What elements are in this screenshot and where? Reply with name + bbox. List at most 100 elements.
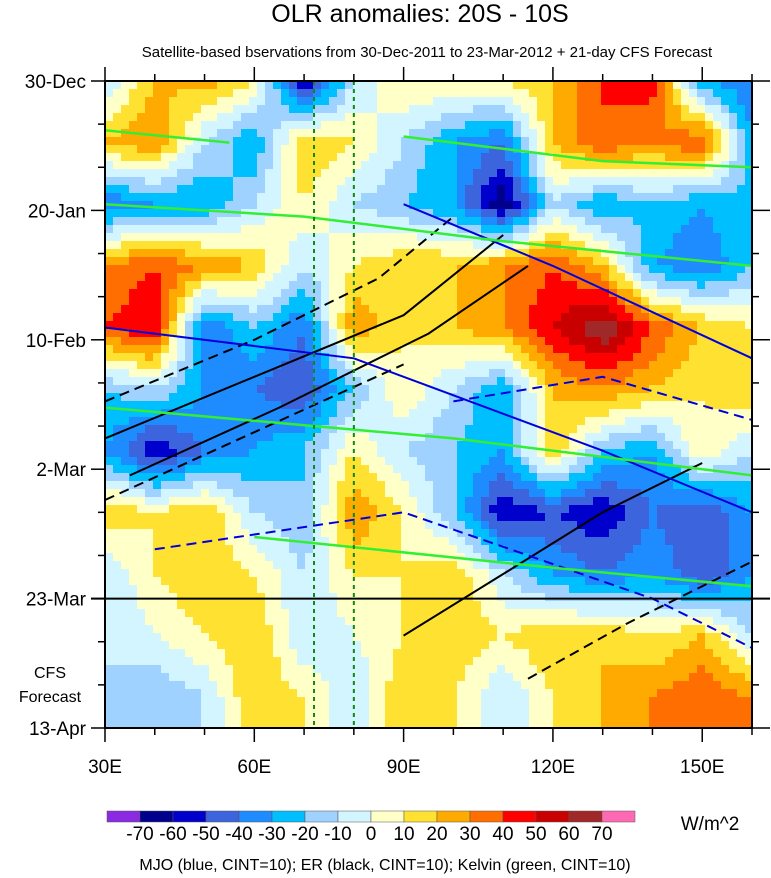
heatmap-cell <box>481 337 490 346</box>
heatmap-cell <box>329 489 338 498</box>
heatmap-cell <box>593 225 602 234</box>
heatmap-cell <box>665 305 674 314</box>
heatmap-cell <box>513 137 522 146</box>
heatmap-cell <box>585 457 594 466</box>
heatmap-cell <box>593 209 602 218</box>
heatmap-cell <box>321 449 330 458</box>
heatmap-cell <box>425 369 434 378</box>
heatmap-cell <box>289 361 298 370</box>
heatmap-cell <box>329 81 338 90</box>
heatmap-cell <box>233 393 242 402</box>
heatmap-cell <box>161 329 170 338</box>
heatmap-cell <box>281 289 290 298</box>
heatmap-cell <box>697 353 706 362</box>
heatmap-cell <box>497 289 506 298</box>
heatmap-cell <box>209 409 218 418</box>
heatmap-cell <box>353 433 362 442</box>
heatmap-cell <box>177 345 186 354</box>
heatmap-cell <box>665 121 674 130</box>
heatmap-cell <box>529 281 538 290</box>
heatmap-cell <box>633 169 642 178</box>
heatmap-cell <box>377 249 386 258</box>
heatmap-cell <box>257 193 266 202</box>
heatmap-cell <box>585 505 594 514</box>
heatmap-cell <box>489 369 498 378</box>
heatmap-cell <box>705 473 714 482</box>
heatmap-cell <box>465 473 474 482</box>
heatmap-cell <box>553 361 562 370</box>
heatmap-cell <box>361 97 370 106</box>
heatmap-cell <box>297 137 306 146</box>
heatmap-cell <box>297 265 306 274</box>
heatmap-cell <box>633 505 642 514</box>
heatmap-cell <box>713 409 722 418</box>
heatmap-cell <box>201 225 210 234</box>
heatmap-cell <box>385 105 394 114</box>
heatmap-cell <box>481 521 490 530</box>
heatmap-cell <box>433 369 442 378</box>
heatmap-cell <box>577 345 586 354</box>
heatmap-cell <box>113 377 122 386</box>
heatmap-cell <box>353 521 362 530</box>
heatmap-cell <box>625 481 634 490</box>
heatmap-cell <box>529 209 538 218</box>
heatmap-cell <box>297 153 306 162</box>
heatmap-cell <box>553 121 562 130</box>
heatmap-cell <box>465 113 474 122</box>
heatmap-cell <box>361 433 370 442</box>
heatmap-cell <box>177 513 186 522</box>
heatmap-cell <box>537 145 546 154</box>
heatmap-cell <box>321 273 330 282</box>
heatmap-cell <box>481 545 490 554</box>
heatmap-cell <box>745 417 753 426</box>
heatmap-cell <box>369 569 378 578</box>
heatmap-cell <box>169 129 178 138</box>
heatmap-cell <box>385 417 394 426</box>
heatmap-cell <box>585 185 594 194</box>
heatmap-cell <box>489 489 498 498</box>
heatmap-cell <box>681 529 690 538</box>
heatmap-cell <box>169 89 178 98</box>
heatmap-cell <box>329 409 338 418</box>
heatmap-cell <box>569 385 578 394</box>
heatmap-cell <box>569 489 578 498</box>
heatmap-cell <box>737 193 746 202</box>
heatmap-cell <box>129 417 138 426</box>
heatmap-cell <box>697 545 706 554</box>
heatmap-cell <box>241 449 250 458</box>
heatmap-cell <box>513 145 522 154</box>
heatmap-cell <box>121 161 130 170</box>
heatmap-cell <box>545 273 554 282</box>
heatmap-cell <box>305 281 314 290</box>
heatmap-cell <box>297 321 306 330</box>
heatmap-cell <box>225 409 234 418</box>
heatmap-cell <box>393 193 402 202</box>
heatmap-cell <box>209 505 218 514</box>
heatmap-cell <box>217 177 226 186</box>
heatmap-cell <box>449 153 458 162</box>
heatmap-cell <box>161 289 170 298</box>
heatmap-cell <box>145 201 154 210</box>
heatmap-cell <box>321 425 330 434</box>
heatmap-cell <box>121 257 130 266</box>
heatmap-cell <box>721 153 730 162</box>
heatmap-cell <box>537 225 546 234</box>
heatmap-cell <box>321 153 330 162</box>
heatmap-cell <box>153 441 162 450</box>
heatmap-cell <box>217 489 226 498</box>
heatmap-cell <box>737 513 746 522</box>
heatmap-cell <box>561 497 570 506</box>
heatmap-cell <box>673 321 682 330</box>
heatmap-cell <box>321 257 330 266</box>
heatmap-cell <box>521 545 530 554</box>
heatmap-cell <box>169 185 178 194</box>
heatmap-cell <box>249 97 258 106</box>
heatmap-cell <box>337 81 346 90</box>
heatmap-cell <box>337 545 346 554</box>
heatmap-cell <box>417 353 426 362</box>
heatmap-cell <box>745 369 753 378</box>
heatmap-cell <box>337 153 346 162</box>
heatmap-cell <box>361 89 370 98</box>
heatmap-cell <box>233 329 242 338</box>
heatmap-cell <box>561 393 570 402</box>
